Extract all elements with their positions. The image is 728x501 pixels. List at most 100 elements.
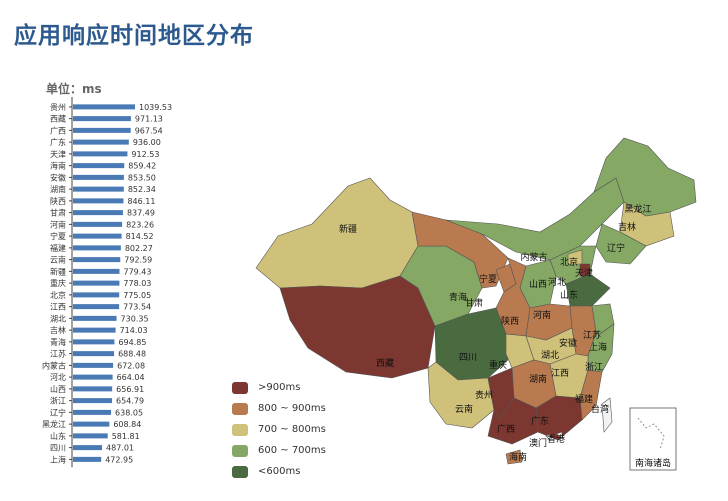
map-region-label: 河南 [533, 309, 551, 321]
legend-item: >900ms [232, 377, 326, 398]
bar-category-label: 吉林 [50, 325, 66, 335]
bar [73, 445, 103, 451]
bar-category-label: 湖南 [50, 184, 66, 194]
bar [73, 104, 135, 110]
bar-value-label: 853.50 [128, 173, 156, 182]
unit-label: 单位：ms [46, 82, 102, 96]
map-region-label: 黑龙江 [624, 203, 651, 215]
bar [73, 268, 120, 274]
bar [73, 221, 123, 227]
map-regions [255, 137, 697, 465]
bar [73, 374, 113, 380]
bar-value-label: 971.13 [135, 115, 163, 124]
map-region-label: 湖南 [529, 373, 547, 385]
map-region [535, 395, 583, 441]
bar [73, 139, 129, 145]
legend-swatch [232, 381, 248, 394]
legend: >900ms 800 ~ 900ms 700 ~ 800ms 600 ~ 700… [232, 377, 326, 482]
map-region-label: 新疆 [339, 223, 357, 235]
legend-label: 600 ~ 700ms [258, 445, 326, 456]
bar-value-label: 730.35 [121, 314, 149, 323]
bar [73, 292, 120, 298]
map-region-label: 内蒙古 [520, 251, 547, 263]
bar [73, 351, 115, 357]
bar [73, 186, 124, 192]
map-region [593, 137, 697, 217]
map-region-label: 贵州 [475, 389, 493, 401]
bar-value-label: 775.05 [123, 291, 151, 300]
bar-value-label: 778.03 [123, 279, 151, 288]
map-region-label: 江苏 [583, 329, 601, 341]
map-region-label: 天津 [575, 268, 593, 279]
bar-value-label: 837.49 [127, 209, 155, 218]
bar [73, 362, 114, 368]
bar-category-label: 江西 [50, 303, 66, 312]
map-region [601, 397, 613, 433]
bar-category-label: 山西 [50, 384, 66, 394]
inset-dashed-line [637, 417, 665, 451]
bar-category-label: 湖北 [50, 314, 66, 323]
bar-category-label: 宁夏 [50, 231, 66, 241]
legend-item: 800 ~ 900ms [232, 398, 326, 419]
bar-category-label: 青海 [50, 337, 66, 347]
bar [73, 327, 116, 333]
map-region-label: 浙江 [585, 361, 603, 373]
map-region-label: 广西 [497, 423, 515, 435]
legend-swatch [232, 444, 248, 457]
legend-swatch [232, 465, 248, 478]
bar-category-label: 辽宁 [50, 407, 66, 417]
bar-category-label: 福建 [50, 243, 66, 253]
map-region-label: 湖北 [541, 350, 559, 361]
bar-value-label: 792.59 [124, 256, 152, 265]
map-region-label: 山西 [529, 279, 547, 290]
bar [73, 421, 110, 427]
bar-category-label: 新疆 [50, 266, 66, 276]
map-region-label: 四川 [459, 353, 477, 363]
map-region-label: 甘肃 [465, 297, 483, 309]
map-region-label: 北京 [560, 256, 578, 268]
page-title: 应用响应时间地区分布 [14, 23, 254, 49]
bar-value-label: 694.85 [118, 338, 146, 347]
map-region-label: 宁夏 [479, 273, 497, 285]
legend-swatch [232, 423, 248, 436]
map-region-label: 河北 [548, 276, 566, 288]
bar-category-label: 广西 [50, 125, 66, 135]
bar [73, 163, 125, 169]
bar [73, 198, 124, 204]
bar-category-label: 上海 [50, 454, 66, 464]
bar-value-label: 773.54 [123, 303, 151, 312]
map-region-label: 青海 [449, 291, 467, 303]
bar [73, 339, 115, 345]
legend-label: 800 ~ 900ms [258, 403, 326, 414]
bar-value-label: 487.01 [106, 444, 134, 453]
bar-value-label: 852.34 [128, 185, 156, 194]
bar-category-label: 河南 [50, 219, 66, 229]
bar-value-label: 936.00 [133, 138, 161, 147]
bar-category-label: 云南 [50, 255, 66, 265]
bar-value-label: 581.81 [112, 432, 140, 441]
bar-value-label: 814.52 [126, 232, 154, 241]
bar-value-label: 967.54 [135, 126, 163, 135]
bar-category-label: 甘肃 [50, 208, 66, 218]
map-region-label: 云南 [455, 403, 473, 415]
map-region-label: 福建 [575, 393, 593, 405]
map-region-label: 澳门 [529, 437, 547, 449]
map-region-label: 吉林 [618, 221, 636, 233]
bar-value-label: 688.48 [118, 350, 146, 359]
legend-label: 700 ~ 800ms [258, 424, 326, 435]
bar [73, 233, 122, 239]
bar-value-label: 656.91 [116, 385, 144, 394]
bar [73, 210, 123, 216]
bar-value-label: 912.53 [131, 150, 159, 159]
map-region-label: 重庆 [489, 359, 507, 371]
map-region-label: 台湾 [591, 403, 609, 415]
bar [73, 245, 121, 251]
bar [73, 315, 117, 321]
bar-category-label: 河北 [50, 372, 66, 382]
bar [73, 304, 120, 310]
legend-item: 600 ~ 700ms [232, 440, 326, 461]
bar-value-label: 859.42 [128, 162, 156, 171]
bar-category-label: 四川 [50, 444, 66, 453]
bar-category-label: 内蒙古 [42, 360, 66, 370]
bar [73, 433, 108, 439]
